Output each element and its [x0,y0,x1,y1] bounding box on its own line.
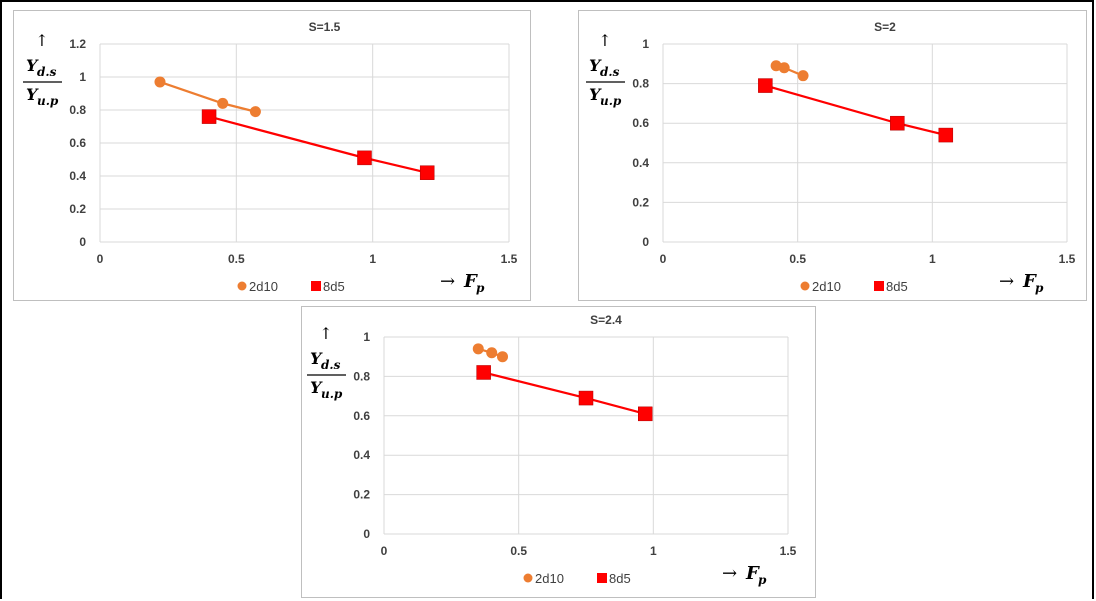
x-tick-label: 1 [369,252,376,266]
data-point-8d5 [357,150,372,166]
series-line-8d5 [483,371,646,415]
x-tick-label: 1.5 [501,252,518,266]
data-point-8d5 [201,109,217,124]
data-point-2d10 [797,70,809,82]
data-point-8d5 [638,406,653,422]
x-axis-label: F [745,563,760,584]
y-axis-denominator: Y [26,85,39,104]
x-tick-label: 1 [929,252,936,266]
x-axis-arrow: → [999,271,1014,292]
x-axis-label-sub: p [758,573,767,587]
y-tick-label: 0.8 [353,369,370,383]
chart-title: S=1.5 [309,20,341,34]
y-axis-numerator-sub: d.s [321,358,341,372]
y-tick-label: 0.6 [632,116,649,130]
data-point-2d10 [486,347,498,359]
legend-label-8d5: 8d5 [886,279,908,294]
legend-marker-2d10 [800,281,810,291]
series-line-8d5 [208,115,428,174]
legend-label-2d10: 2d10 [812,279,841,294]
y-axis-denominator-sub: u.p [600,94,622,108]
y-axis-numerator: Y [589,56,602,75]
x-axis-label-sub: p [1035,281,1044,295]
y-tick-label: 1 [363,330,370,344]
legend-marker-8d5 [874,281,884,291]
series-line-2d10 [159,80,256,113]
y-axis-denominator-sub: u.p [37,94,59,108]
x-axis-label: F [1022,271,1037,292]
y-tick-label: 0 [642,235,649,249]
legend-marker-2d10 [523,573,533,583]
y-axis-arrow: ↑ [35,31,48,50]
legend-label-8d5: 8d5 [323,279,345,294]
y-axis-denominator: Y [310,378,323,397]
data-point-8d5 [419,165,435,180]
y-tick-label: 0.6 [69,136,86,150]
y-axis-arrow: ↑ [319,324,332,343]
series-line-8d5 [765,84,947,137]
x-tick-label: 1.5 [1059,252,1076,266]
y-axis-numerator-sub: d.s [37,65,57,79]
y-tick-label: 0.2 [632,195,649,209]
data-point-8d5 [890,115,905,131]
legend-label-8d5: 8d5 [609,571,631,586]
data-point-8d5 [476,365,491,380]
y-axis-denominator-sub: u.p [321,387,343,401]
y-tick-label: 0.4 [69,169,86,183]
x-tick-label: 0.5 [228,252,245,266]
legend-label-2d10: 2d10 [535,571,564,586]
chart-title: S=2 [874,20,896,34]
x-tick-label: 1 [650,544,657,558]
legend-label-2d10: 2d10 [249,279,278,294]
y-tick-label: 0.6 [353,409,370,423]
y-tick-label: 0.4 [632,156,649,170]
y-axis-numerator-sub: d.s [600,65,620,79]
data-point-2d10 [217,97,229,109]
data-point-2d10 [497,351,509,363]
y-tick-label: 0.2 [69,202,86,216]
legend-marker-8d5 [311,281,321,291]
x-tick-label: 0 [660,252,667,266]
x-tick-label: 0 [97,252,104,266]
y-tick-label: 0.8 [69,103,86,117]
x-tick-label: 1.5 [780,544,797,558]
data-point-8d5 [578,390,594,406]
x-axis-label: F [463,271,478,292]
y-tick-label: 0.2 [353,488,370,502]
data-point-2d10 [472,343,484,355]
y-axis-numerator: Y [310,349,323,368]
x-tick-label: 0.5 [510,544,527,558]
legend-marker-8d5 [597,573,607,583]
x-tick-label: 0.5 [789,252,806,266]
y-axis-arrow: ↑ [598,31,611,50]
y-axis-numerator: Y [26,56,39,75]
data-point-8d5 [938,127,954,143]
y-axis-denominator: Y [589,85,602,104]
x-axis-arrow: → [440,271,455,292]
y-tick-label: 0 [79,235,86,249]
x-tick-label: 0 [381,544,388,558]
y-tick-label: 0.8 [632,77,649,91]
y-tick-label: 1 [642,37,649,51]
y-tick-label: 1 [79,70,86,84]
legend-marker-2d10 [237,281,247,291]
data-point-8d5 [758,78,773,93]
y-tick-label: 0 [363,527,370,541]
x-axis-arrow: → [722,563,737,584]
data-point-2d10 [249,106,261,118]
data-point-2d10 [154,76,166,88]
y-tick-label: 1.2 [69,37,86,51]
y-tick-label: 0.4 [353,448,370,462]
data-point-2d10 [778,62,790,74]
chart-title: S=2.4 [590,313,622,327]
x-axis-label-sub: p [476,281,485,295]
